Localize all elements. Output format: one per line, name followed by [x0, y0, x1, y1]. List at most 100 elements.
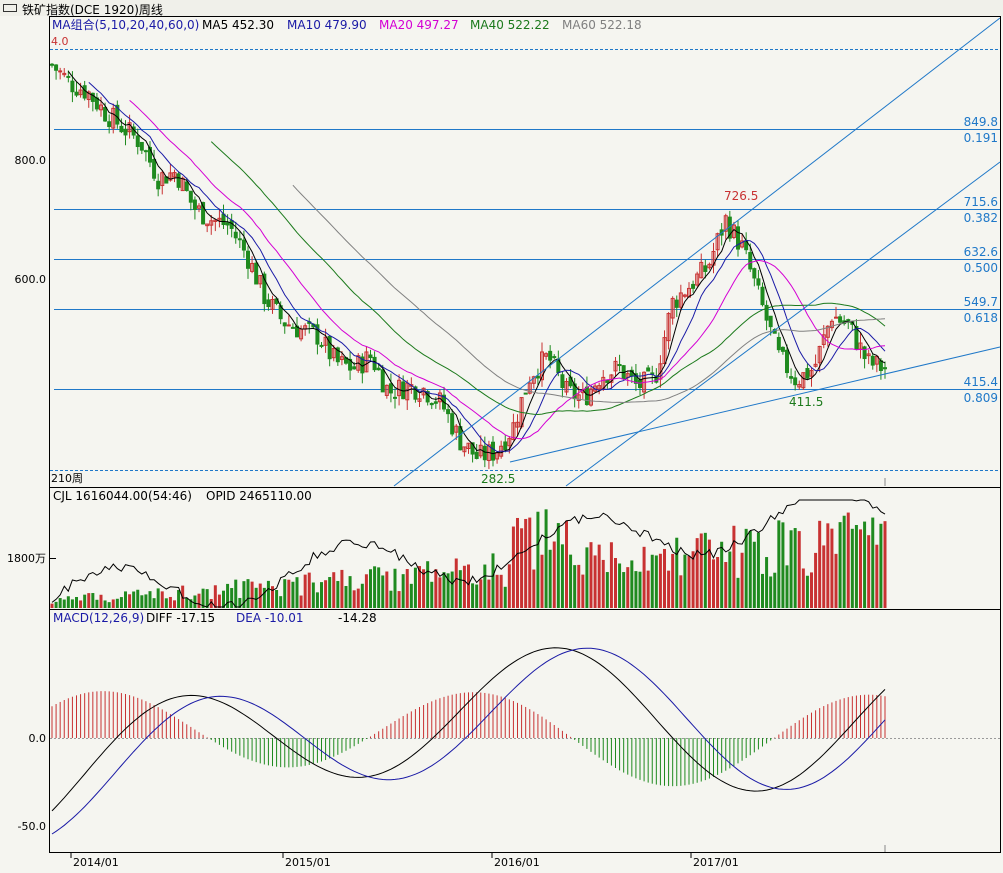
- candle-body: [254, 262, 259, 285]
- volume-bar: [528, 517, 532, 608]
- volume-bar: [552, 541, 556, 608]
- volume-bar: [238, 597, 242, 608]
- candle-body: [454, 425, 459, 433]
- volume-bar: [801, 568, 805, 608]
- volume-bar: [299, 595, 303, 608]
- panel-frames: [49, 16, 1001, 853]
- candle-body: [703, 265, 708, 272]
- candle-body: [450, 413, 455, 435]
- fib-ratio-2: 0.382: [964, 211, 998, 225]
- window-titlebar: 铁矿指数(DCE 1920)周线: [0, 0, 1003, 17]
- volume-bar: [291, 581, 295, 608]
- volume-bar: [601, 559, 605, 608]
- volume-bar: [752, 541, 756, 608]
- volume-bar: [401, 574, 405, 608]
- candle-body: [617, 364, 622, 367]
- candle-body: [246, 250, 250, 269]
- candle-body: [139, 141, 144, 151]
- volume-bar: [491, 553, 495, 608]
- volume-bar: [328, 577, 332, 608]
- candle-body: [209, 220, 214, 226]
- candle-body: [368, 354, 373, 359]
- candle-body: [376, 367, 381, 371]
- candle-body: [552, 356, 557, 359]
- volume-bar: [724, 562, 728, 608]
- candle-body: [834, 316, 838, 319]
- volume-bar: [605, 572, 609, 608]
- volume-bar: [250, 581, 254, 608]
- candle-body: [699, 261, 704, 279]
- volume-bar: [487, 579, 491, 608]
- volume-bar: [283, 579, 287, 608]
- candle-body: [682, 294, 687, 297]
- candle-body: [756, 278, 761, 286]
- volume-bar: [95, 599, 99, 608]
- volume-bar: [62, 599, 66, 608]
- candle-body: [409, 384, 414, 387]
- volume-bar: [230, 588, 234, 608]
- candle-body: [544, 353, 549, 357]
- candle-body: [148, 146, 152, 163]
- candle-body: [666, 313, 671, 342]
- volume-bar: [675, 537, 679, 608]
- volume-y-tick: 1800万: [7, 552, 46, 565]
- candle-body: [62, 72, 67, 76]
- volume-bar: [814, 552, 818, 608]
- legend-ma60: MA60 522.18: [562, 18, 642, 32]
- fib-ratio-5: 0.809: [964, 391, 998, 405]
- ma20-line: [129, 100, 886, 440]
- volume-bar: [622, 572, 626, 608]
- candle-body: [817, 345, 822, 364]
- y-tick-800: 800.0: [15, 154, 47, 167]
- candle-body: [531, 376, 536, 384]
- volume-bar: [560, 544, 564, 608]
- candle-body: [339, 356, 344, 361]
- volume-bar: [66, 596, 70, 608]
- volume-bar: [863, 521, 867, 608]
- candle-body: [715, 233, 720, 251]
- volume-bar: [226, 583, 230, 608]
- volume-bar: [344, 586, 348, 608]
- volume-bar: [609, 542, 613, 608]
- candle-body: [258, 275, 263, 285]
- trend-lines-layer: [393, 17, 1001, 852]
- candle-body: [184, 181, 189, 191]
- candle-body: [678, 292, 683, 308]
- macd-dea: DEA -10.01: [236, 611, 304, 625]
- volume-bar: [658, 553, 662, 608]
- candle-body: [507, 438, 512, 447]
- volume-bar: [838, 522, 842, 608]
- volume-bar: [234, 579, 238, 608]
- candle-body: [593, 385, 598, 392]
- volume-bar: [773, 572, 777, 608]
- candle-body: [805, 368, 810, 379]
- candle-body: [633, 373, 638, 384]
- candle-body: [241, 239, 246, 251]
- volume-bar: [679, 575, 683, 608]
- candle-body: [789, 376, 794, 379]
- x-tick-2016: 2016/01: [494, 856, 540, 869]
- macd-y-tick-50: -50.0: [18, 820, 46, 833]
- volume-bar: [630, 560, 634, 608]
- volume-bar: [340, 569, 344, 608]
- volume-bar: [593, 555, 597, 608]
- volume-bar: [164, 598, 168, 608]
- volume-bar: [524, 518, 528, 608]
- candle-body: [225, 222, 230, 226]
- volume-bar: [144, 594, 148, 608]
- candle-body: [491, 441, 495, 461]
- volume-bar: [540, 554, 544, 608]
- volume-bar: [507, 564, 511, 608]
- candle-body: [838, 316, 843, 323]
- candle-body: [282, 322, 287, 327]
- candle-body: [470, 442, 475, 455]
- volume-bar: [271, 586, 274, 608]
- volume-bar: [287, 579, 291, 608]
- candle-body: [691, 283, 696, 289]
- volume-bar: [352, 590, 356, 608]
- candle-body: [66, 75, 71, 78]
- candle-body: [809, 370, 814, 377]
- volume-bar: [716, 557, 720, 608]
- volume-bar: [581, 574, 585, 608]
- candle-body: [801, 372, 806, 389]
